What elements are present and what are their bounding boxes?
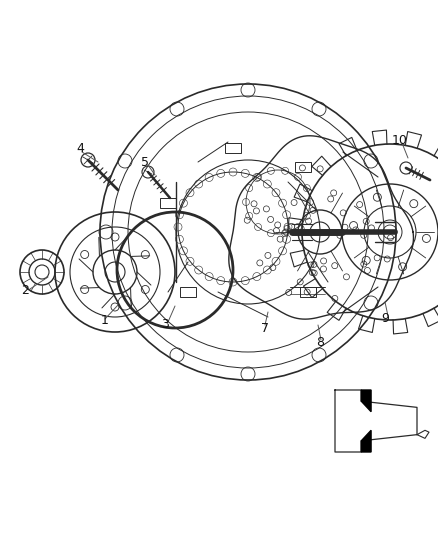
Text: 3: 3 <box>161 319 169 332</box>
Text: 4: 4 <box>76 141 84 155</box>
Text: 2: 2 <box>21 284 29 296</box>
Polygon shape <box>361 430 371 452</box>
Text: 9: 9 <box>381 311 389 325</box>
Text: 1: 1 <box>101 313 109 327</box>
Polygon shape <box>361 390 371 411</box>
Text: 8: 8 <box>316 335 324 349</box>
Text: 5: 5 <box>141 156 149 168</box>
Text: 10: 10 <box>392 133 408 147</box>
Text: 7: 7 <box>261 321 269 335</box>
